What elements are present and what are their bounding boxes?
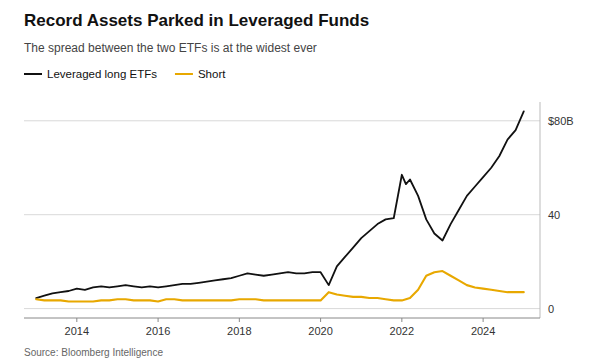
x-tick-label: 2014 [65,325,89,337]
x-tick-label: 2016 [146,325,170,337]
source: Source: Bloomberg Intelligence [24,347,163,358]
plot-area [36,111,524,301]
x-tick-label: 2022 [390,325,414,337]
subtitle: The spread between the two ETFs is at th… [24,41,317,55]
y-tick-label: 40 [548,209,560,221]
x-tick-label: 2018 [227,325,251,337]
legend-swatch [24,73,42,75]
x-tick [239,318,240,322]
x-tick [76,318,77,322]
legend-label: Short [198,68,226,80]
y-tick-label: 0 [548,303,554,315]
series-line [36,111,524,298]
title: Record Assets Parked in Leveraged Funds [24,11,369,30]
legend-label: Leveraged long ETFs [47,68,157,80]
y-tick-label: $80B [548,115,574,127]
x-tick-label: 2020 [308,325,332,337]
x-axis-line [24,318,540,319]
chart: Record Assets Parked in Leveraged Funds T… [0,0,600,364]
grid-line [24,120,540,121]
grid-line [24,308,540,309]
x-tick [483,318,484,322]
x-tick-label: 2024 [471,325,495,337]
grid [24,121,540,309]
x-tick [401,318,402,322]
legend: Leveraged long ETFs Short [24,68,226,80]
y-axis-line [540,102,541,318]
legend-swatch [175,73,193,75]
x-tick [320,318,321,322]
grid-line [24,214,540,215]
series-line [36,271,524,302]
x-tick [158,318,159,322]
